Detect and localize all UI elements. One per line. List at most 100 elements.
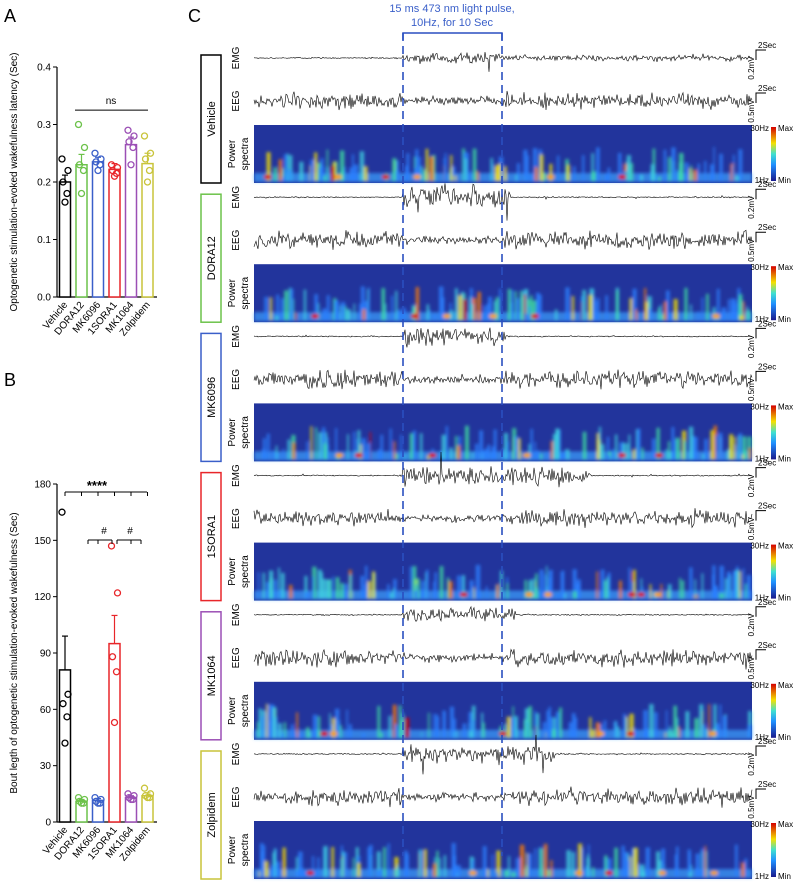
- spectrogram-blob: [475, 564, 481, 599]
- spectrogram-blobs: [254, 286, 752, 322]
- spectrogram-peak: [489, 313, 497, 319]
- spectrogram-blob: [272, 707, 277, 738]
- spectrogram-blob: [747, 436, 752, 460]
- spectrogram-blob: [384, 303, 387, 321]
- spectrogram-peak: [522, 452, 531, 458]
- spectrogram-blob: [287, 439, 291, 460]
- spectrogram-peak: [618, 452, 627, 458]
- spectrogram-blob: [344, 583, 348, 599]
- spectrogram-blob: [357, 430, 361, 460]
- spectrogram-blob: [526, 315, 531, 321]
- spectrogram-blob: [304, 575, 308, 599]
- spectrogram-blob: [306, 727, 310, 738]
- spectrogram-blob: [281, 176, 286, 181]
- spectrogram-blob: [266, 152, 271, 181]
- spectrogram-blob: [312, 856, 315, 877]
- spectrogram-blob: [454, 288, 458, 321]
- spectrogram-blob: [600, 444, 605, 460]
- spectrogram-blob: [535, 713, 540, 738]
- spectrogram-blob: [671, 733, 675, 738]
- spectrogram-blob: [368, 287, 370, 321]
- spectrogram-blob: [449, 310, 454, 321]
- scale-label: 1Hz: [755, 594, 769, 603]
- spectrogram-blob: [591, 729, 595, 738]
- data-point: [94, 799, 102, 807]
- scale-label: Max: [778, 124, 793, 133]
- scale-label: 0.5mV: [747, 238, 756, 262]
- data-point: [91, 149, 99, 157]
- group-box: [200, 611, 222, 741]
- spectrogram-blob: [420, 589, 425, 599]
- data-point: [145, 166, 154, 175]
- scale-label: 0.2mV: [747, 613, 756, 637]
- spectrogram-blob: [699, 704, 704, 738]
- spectrogram-blob: [278, 567, 280, 599]
- spectrogram-blob: [519, 844, 525, 877]
- data-point: [77, 189, 86, 198]
- spectrogram-blob: [332, 576, 334, 599]
- group-name: 1SORA1: [206, 515, 218, 558]
- spectrogram-blob: [346, 709, 348, 738]
- spectrogram-blob: [550, 441, 554, 460]
- row-label: EEG: [231, 508, 242, 529]
- spectrogram-blob: [462, 723, 467, 738]
- spectrogram-blob: [548, 570, 553, 599]
- spectrogram-blob: [367, 847, 371, 877]
- spectrogram-blob: [592, 297, 596, 321]
- spectrogram-blob: [510, 717, 515, 738]
- scale-label: 0.5mV: [747, 516, 756, 540]
- y-tick-label: 180: [34, 480, 51, 491]
- spectrogram-blob: [317, 569, 322, 599]
- spectrogram-blob: [389, 592, 393, 599]
- spectrogram-blob: [289, 584, 293, 599]
- spectrogram-blob: [409, 566, 413, 599]
- spectrogram-blob: [595, 301, 598, 321]
- spectrogram-blob: [434, 572, 437, 599]
- spectrogram-blob: [429, 156, 434, 181]
- scale-label: 30Hz: [750, 681, 769, 690]
- spectrogram-blob: [281, 572, 285, 599]
- y-axis-label: Bout legth of optogenetic stimulation-ev…: [9, 512, 20, 793]
- spectrogram-blob: [455, 436, 458, 460]
- spectrogram-blob: [340, 583, 344, 599]
- spectrogram-blob: [530, 295, 533, 321]
- spectrogram-blob: [739, 571, 741, 599]
- spectrogram-blob: [317, 303, 320, 321]
- spectrogram-blob: [727, 299, 730, 321]
- scale-label: Max: [778, 820, 793, 829]
- spectrogram-blob: [647, 308, 652, 321]
- spectrogram-blob: [339, 305, 342, 321]
- row-label: EMG: [231, 603, 242, 626]
- spectrogram-blob: [528, 853, 532, 877]
- spectrogram-blob: [543, 843, 548, 877]
- spectrogram-blob: [469, 730, 474, 738]
- spectrogram-blob: [532, 300, 537, 321]
- spectrogram-blob: [539, 154, 544, 181]
- spectrogram-blob: [326, 295, 330, 321]
- spectrogram-blob: [694, 718, 699, 738]
- spectrogram-blob: [645, 847, 650, 877]
- spectrogram-blob: [674, 439, 676, 460]
- spectrogram-blob: [611, 449, 615, 460]
- spectrogram-blob: [697, 311, 700, 321]
- spectrogram-blob: [441, 434, 446, 460]
- spectrogram-blob: [530, 174, 533, 181]
- spectrogram-blob: [515, 174, 518, 181]
- scale-label: 30Hz: [750, 263, 769, 272]
- color-bar: [771, 266, 776, 321]
- spectrogram-blobs: [254, 564, 752, 600]
- spectrogram-blob: [673, 299, 678, 321]
- group-name: MK6096: [206, 377, 218, 418]
- spectrogram-peak: [708, 731, 717, 737]
- group-box: [200, 471, 222, 602]
- spectrogram-peak: [655, 452, 664, 458]
- annotation: ****: [87, 478, 108, 493]
- spectrogram-blob: [363, 166, 368, 181]
- spectrogram-blob: [738, 433, 742, 460]
- spectrogram-blob: [684, 287, 688, 321]
- spectrogram-blob: [324, 445, 327, 460]
- spectrogram-blob: [719, 153, 723, 181]
- spectrogram-blob: [482, 449, 486, 460]
- spectrogram-blob: [548, 706, 551, 738]
- spectrogram-blob: [633, 847, 638, 877]
